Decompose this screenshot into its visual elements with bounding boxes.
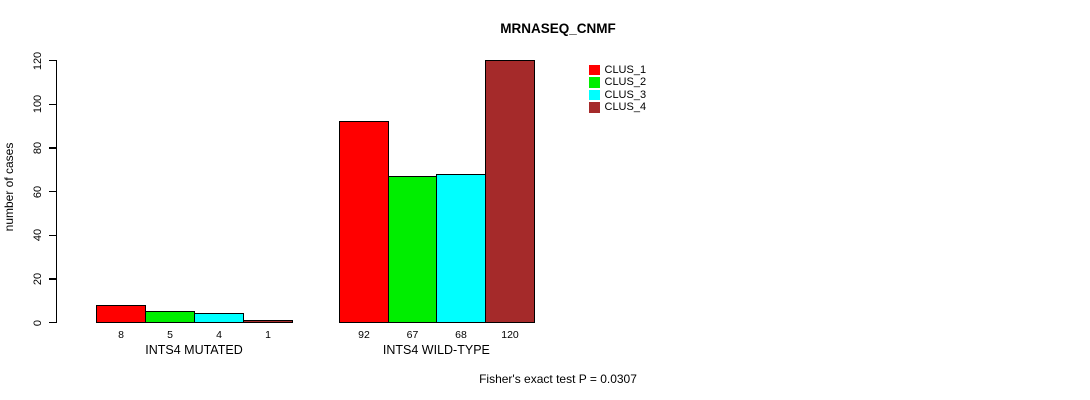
- stat-annotation: Fisher's exact test P = 0.0307: [479, 372, 637, 386]
- bar: [339, 121, 389, 323]
- bar: [436, 174, 486, 323]
- chart-title: MRNASEQ_CNMF: [500, 21, 616, 36]
- group-label: INTS4 MUTATED: [145, 343, 243, 357]
- legend-label: CLUS_3: [604, 88, 647, 101]
- y-tick-label: 120: [32, 51, 44, 70]
- bar: [388, 176, 437, 323]
- y-axis-label: number of cases: [2, 142, 16, 232]
- group-label: INTS4 WILD-TYPE: [382, 343, 490, 357]
- y-tick-label: 20: [32, 272, 44, 286]
- legend-label: CLUS_4: [604, 101, 647, 114]
- legend-item: CLUS_2: [589, 76, 646, 88]
- bar: [485, 60, 535, 323]
- y-tick: [48, 103, 56, 106]
- y-tick: [48, 147, 56, 149]
- bar: [145, 311, 195, 323]
- legend-label: CLUS_1: [604, 64, 647, 76]
- bar-value-label: 68: [455, 329, 467, 341]
- y-tick: [48, 278, 56, 280]
- legend-swatch: [589, 102, 600, 113]
- bar-value-label: 8: [118, 329, 124, 341]
- y-tick-label: 0: [32, 319, 44, 326]
- bar: [243, 320, 293, 323]
- bar-value-label: 1: [265, 329, 271, 341]
- y-tick: [48, 234, 56, 237]
- legend-item: CLUS_3: [589, 89, 646, 101]
- legend-item: CLUS_4: [589, 101, 646, 113]
- legend: CLUS_1 CLUS_2 CLUS_3 CLUS_4: [589, 64, 646, 114]
- y-tick: [48, 322, 56, 324]
- bar: [96, 305, 146, 323]
- legend-swatch: [589, 64, 600, 76]
- y-tick-label: 40: [32, 229, 44, 242]
- y-tick: [48, 60, 56, 62]
- legend-label: CLUS_2: [604, 76, 647, 89]
- bar-value-label: 4: [216, 329, 222, 341]
- bar-value-label: 120: [501, 329, 519, 341]
- bar-value-label: 67: [406, 329, 419, 341]
- y-axis-line: [55, 60, 57, 324]
- y-tick-label: 60: [32, 185, 44, 198]
- legend-swatch: [589, 77, 600, 88]
- legend-item: CLUS_1: [589, 64, 646, 76]
- y-tick-label: 80: [32, 141, 44, 155]
- bar: [194, 313, 244, 323]
- legend-swatch: [589, 89, 600, 101]
- bar-value-label: 5: [167, 329, 173, 341]
- y-tick: [48, 191, 56, 193]
- y-tick-label: 100: [32, 95, 44, 114]
- bar-value-label: 92: [358, 329, 370, 341]
